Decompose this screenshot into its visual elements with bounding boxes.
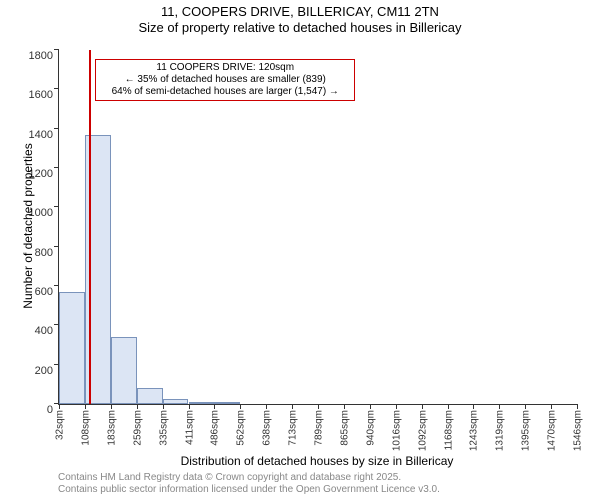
x-tick-label: 1092sqm: [415, 410, 428, 451]
y-tick-label: 400: [35, 325, 59, 337]
annotation-box: 11 COOPERS DRIVE: 120sqm← 35% of detache…: [95, 59, 355, 101]
y-tick-mark: [54, 88, 59, 89]
x-tick-label: 411sqm: [182, 410, 195, 445]
x-tick-label: 1470sqm: [545, 410, 558, 451]
x-tick-mark: [163, 404, 164, 409]
page-title: 11, COOPERS DRIVE, BILLERICAY, CM11 2TN: [0, 4, 600, 19]
x-tick-mark: [422, 404, 423, 409]
x-tick-mark: [111, 404, 112, 409]
y-tick-mark: [54, 246, 59, 247]
x-tick-label: 1168sqm: [441, 410, 454, 450]
x-tick-label: 32sqm: [53, 410, 66, 440]
x-tick-mark: [499, 404, 500, 409]
y-tick-mark: [54, 206, 59, 207]
x-tick-label: 713sqm: [286, 410, 299, 446]
x-tick-mark: [292, 404, 293, 409]
annotation-line: ← 35% of detached houses are smaller (83…: [102, 74, 348, 86]
y-tick-mark: [54, 128, 59, 129]
x-tick-mark: [214, 404, 215, 409]
x-tick-mark: [59, 404, 60, 409]
chart-container: 11, COOPERS DRIVE, BILLERICAY, CM11 2TN …: [0, 4, 600, 504]
x-tick-label: 108sqm: [78, 410, 91, 446]
x-tick-label: 486sqm: [208, 410, 221, 446]
x-tick-label: 1395sqm: [519, 410, 532, 451]
x-tick-mark: [473, 404, 474, 409]
x-tick-mark: [396, 404, 397, 409]
page-subtitle: Size of property relative to detached ho…: [0, 20, 600, 35]
histogram-bar: [163, 399, 189, 404]
x-tick-mark: [240, 404, 241, 409]
histogram-bar: [214, 402, 240, 404]
y-tick-label: 200: [35, 365, 59, 377]
x-tick-mark: [189, 404, 190, 409]
x-tick-mark: [318, 404, 319, 409]
y-axis-label: Number of detached properties: [21, 126, 35, 326]
x-tick-mark: [448, 404, 449, 409]
plot-area: 02004006008001000120014001600180032sqm10…: [58, 50, 577, 405]
x-axis-label: Distribution of detached houses by size …: [167, 454, 467, 468]
histogram-bar: [189, 402, 215, 404]
y-tick-label: 1800: [29, 50, 59, 62]
x-tick-mark: [525, 404, 526, 409]
property-marker-line: [89, 50, 91, 404]
x-tick-label: 1243sqm: [467, 410, 480, 451]
x-tick-label: 259sqm: [130, 410, 143, 446]
y-tick-mark: [54, 49, 59, 50]
x-tick-mark: [370, 404, 371, 409]
x-tick-mark: [137, 404, 138, 409]
annotation-line: 11 COOPERS DRIVE: 120sqm: [102, 62, 348, 74]
x-tick-label: 1016sqm: [389, 410, 402, 451]
y-tick-mark: [54, 167, 59, 168]
x-tick-label: 183sqm: [104, 410, 117, 446]
y-tick-label: 800: [35, 247, 59, 259]
histogram-bar: [111, 337, 137, 404]
x-tick-mark: [551, 404, 552, 409]
y-tick-label: 1600: [29, 89, 59, 101]
x-tick-label: 789sqm: [312, 410, 325, 446]
x-tick-mark: [266, 404, 267, 409]
x-tick-label: 638sqm: [260, 410, 273, 446]
x-tick-label: 1319sqm: [493, 410, 506, 451]
histogram-bar: [59, 292, 85, 404]
x-tick-mark: [85, 404, 86, 409]
x-tick-label: 335sqm: [156, 410, 169, 446]
histogram-bar: [137, 388, 163, 404]
x-tick-label: 562sqm: [234, 410, 247, 446]
x-tick-label: 940sqm: [363, 410, 376, 446]
footer-line-1: Contains HM Land Registry data © Crown c…: [58, 472, 440, 484]
x-tick-mark: [344, 404, 345, 409]
x-tick-label: 865sqm: [337, 410, 350, 446]
footer-attribution: Contains HM Land Registry data © Crown c…: [58, 472, 440, 496]
annotation-line: 64% of semi-detached houses are larger (…: [102, 86, 348, 98]
x-tick-label: 1546sqm: [571, 410, 584, 451]
y-tick-mark: [54, 285, 59, 286]
x-tick-mark: [577, 404, 578, 409]
footer-line-2: Contains public sector information licen…: [58, 484, 440, 496]
y-tick-label: 600: [35, 286, 59, 298]
